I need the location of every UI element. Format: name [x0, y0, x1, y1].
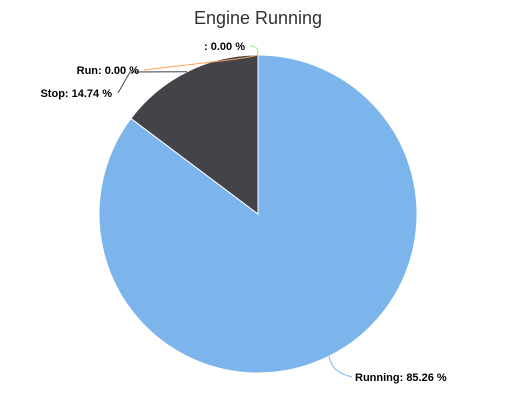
slice-data-label: Running: 85.26 % [355, 372, 447, 384]
slice-data-label: : 0.00 % [204, 41, 245, 53]
slice-data-label: Run: 0.00 % [77, 65, 140, 77]
label-connector [249, 45, 259, 56]
slice-data-label: Stop: 14.74 % [40, 88, 112, 100]
label-connector [143, 54, 259, 71]
chart-title: Engine Running [194, 8, 322, 28]
connectors-layer [117, 45, 353, 378]
labels-layer: Running: 85.26 % Stop: 14.74 % Run: 0.00 %… [40, 41, 446, 384]
slices-layer [98, 54, 418, 374]
pie-slice-stop[interactable] [130, 54, 259, 216]
label-connector [117, 71, 187, 94]
label-connector [328, 356, 353, 378]
